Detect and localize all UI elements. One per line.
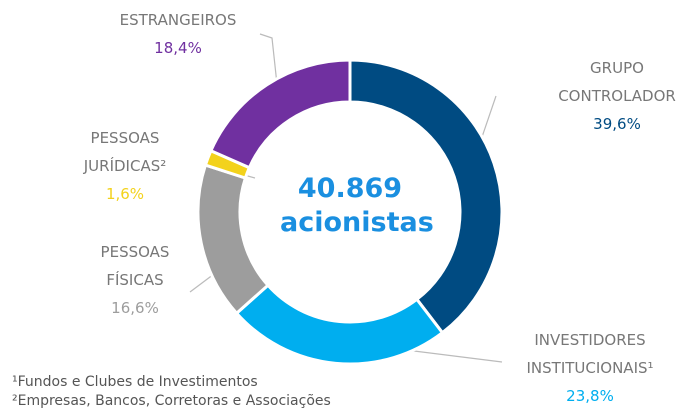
segment-value: 1,6% — [105, 185, 145, 203]
segment-label: PESSOAS JURÍDICAS² 1,6% — [83, 124, 167, 208]
donut-segment — [348, 58, 504, 335]
segment-label: PESSOAS FÍSICAS 16,6% — [101, 238, 170, 322]
segment-label: INVESTIDORES INSTITUCIONAIS¹ 23,8% — [526, 326, 653, 410]
segment-name: INVESTIDORES INSTITUCIONAIS¹ — [526, 331, 654, 377]
segment-label: GRUPO CONTROLADOR 39,6% — [558, 54, 676, 138]
segment-name: PESSOAS FÍSICAS — [100, 243, 170, 289]
segment-value: 16,6% — [111, 299, 159, 317]
footnote: ¹Fundos e Clubes de Investimentos — [12, 374, 258, 390]
donut-segment — [208, 58, 352, 170]
segment-name: PESSOAS JURÍDICAS² — [83, 129, 167, 175]
segment-value: 18,4% — [154, 39, 202, 57]
donut-segment — [196, 163, 271, 316]
segment-value: 23,8% — [566, 387, 614, 405]
segment-label: ESTRANGEIROS 18,4% — [120, 6, 237, 62]
segment-name: GRUPO CONTROLADOR — [558, 59, 676, 105]
footnote: ²Empresas, Bancos, Corretoras e Associaç… — [12, 393, 331, 409]
segment-name: ESTRANGEIROS — [119, 11, 237, 29]
donut-segment — [234, 283, 445, 366]
center-label: 40.869 acionistas — [280, 173, 434, 238]
segment-value: 39,6% — [593, 115, 641, 133]
